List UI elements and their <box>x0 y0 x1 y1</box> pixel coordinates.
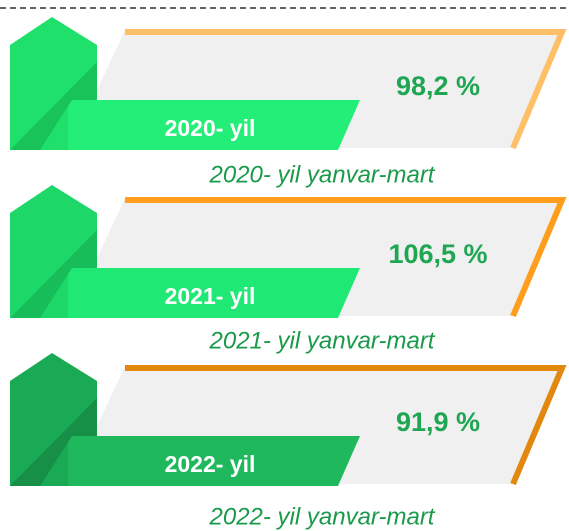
year-label: 2021- yil <box>165 283 256 309</box>
orange-border <box>125 29 567 150</box>
house-shape <box>10 17 97 150</box>
banner <box>68 436 360 486</box>
orange-border <box>125 197 567 318</box>
house-shape <box>10 185 97 318</box>
value: 98,2 % <box>396 71 480 101</box>
shade <box>10 62 97 150</box>
shade <box>10 398 97 486</box>
year-label: 2020- yil <box>165 115 256 141</box>
year-label: 2022- yil <box>165 451 256 477</box>
caption: 2021- yil yanvar-mart <box>209 327 436 354</box>
orange-border <box>125 365 567 486</box>
house-shape <box>10 353 97 486</box>
banner <box>68 100 360 150</box>
banner <box>68 268 360 318</box>
caption: 2022- yil yanvar-mart <box>209 503 436 530</box>
shade <box>10 230 97 318</box>
value: 91,9 % <box>396 407 480 437</box>
caption: 2020- yil yanvar-mart <box>209 161 436 188</box>
value: 106,5 % <box>388 239 487 269</box>
